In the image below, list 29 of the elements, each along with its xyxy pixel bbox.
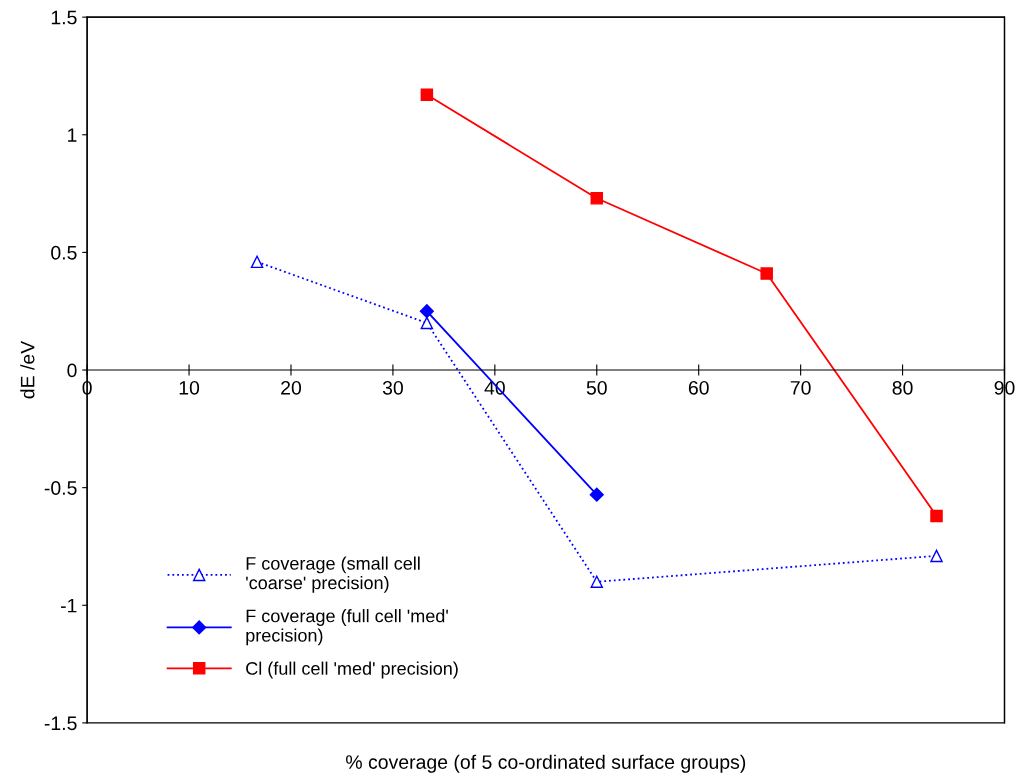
- legend-label: F coverage (full cell 'med' precision): [246, 609, 448, 646]
- y-tick-label: -1.5: [44, 716, 77, 731]
- point: [589, 487, 604, 502]
- point: [250, 255, 264, 269]
- point: [420, 316, 434, 330]
- legend-label: Cl (full cell 'med' precision): [246, 661, 458, 679]
- point: [420, 88, 434, 102]
- x-tick-label: 70: [790, 380, 811, 395]
- x-tick-label: 10: [179, 380, 200, 395]
- point: [930, 509, 943, 523]
- point: [590, 575, 604, 589]
- x-tick-label: 50: [586, 380, 607, 395]
- x-axis-title: % coverage (of 5 co-ordinated surface groups): [346, 754, 746, 773]
- point: [419, 304, 434, 319]
- y-tick-label: -1: [60, 598, 77, 613]
- point: [590, 192, 604, 205]
- y-tick-label: 0.5: [51, 245, 77, 260]
- y-tick-label: 0: [67, 363, 77, 378]
- x-tick-label: 20: [281, 380, 302, 395]
- x-tick-label: 60: [688, 380, 709, 395]
- x-tick-label: 80: [892, 380, 913, 395]
- y-tick-label: 1.5: [51, 10, 77, 25]
- point: [930, 549, 943, 563]
- y-tick-label: -0.5: [44, 481, 77, 495]
- legend-label: F coverage (small cell 'coarse' precision): [246, 556, 420, 593]
- y-tick-label: 1: [68, 128, 77, 142]
- x-tick-label: 30: [382, 380, 403, 395]
- point: [760, 267, 773, 280]
- y-axis-title: dE /eV: [20, 340, 35, 399]
